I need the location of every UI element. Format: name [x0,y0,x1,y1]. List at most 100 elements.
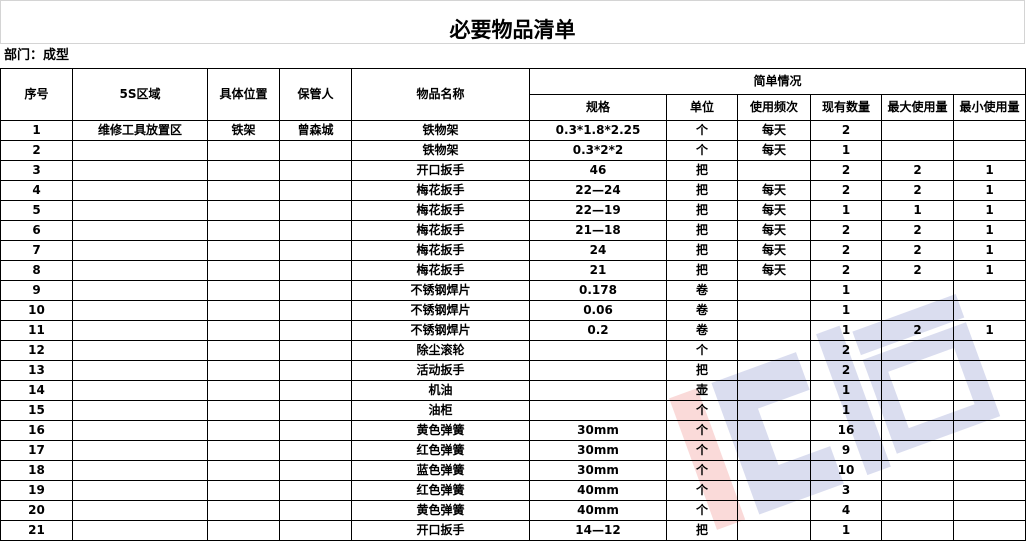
cell-index[interactable]: 11 [0,320,73,341]
cell-frequency[interactable] [737,160,811,181]
cell-frequency[interactable] [737,380,811,401]
cell-index[interactable]: 14 [0,380,73,401]
cell-keeper[interactable] [279,340,352,361]
cell-qty[interactable]: 2 [810,240,882,261]
cell-max[interactable]: 1 [881,200,954,221]
cell-index[interactable]: 12 [0,340,73,361]
cell-area[interactable] [72,140,208,161]
cell-index[interactable]: 8 [0,260,73,281]
cell-min[interactable] [953,520,1026,541]
cell-location[interactable] [207,280,280,301]
cell-name[interactable]: 活动扳手 [351,360,530,381]
cell-index[interactable]: 16 [0,420,73,441]
cell-location[interactable] [207,180,280,201]
cell-min[interactable] [953,400,1026,421]
cell-index[interactable]: 7 [0,240,73,261]
cell-spec[interactable]: 0.3*1.8*2.25 [529,120,667,141]
cell-max[interactable] [881,340,954,361]
cell-max[interactable] [881,120,954,141]
cell-unit[interactable]: 卷 [666,320,738,341]
cell-frequency[interactable] [737,460,811,481]
cell-min[interactable]: 1 [953,260,1026,281]
cell-min[interactable] [953,480,1026,501]
cell-frequency[interactable] [737,360,811,381]
cell-min[interactable] [953,440,1026,461]
cell-location[interactable] [207,520,280,541]
cell-area[interactable] [72,520,208,541]
cell-location[interactable] [207,200,280,221]
cell-max[interactable] [881,480,954,501]
cell-frequency[interactable] [737,440,811,461]
cell-location[interactable] [207,420,280,441]
cell-name[interactable]: 油柜 [351,400,530,421]
cell-max[interactable]: 2 [881,320,954,341]
cell-spec[interactable]: 0.3*2*2 [529,140,667,161]
cell-spec[interactable]: 24 [529,240,667,261]
cell-location[interactable] [207,340,280,361]
cell-unit[interactable]: 个 [666,120,738,141]
cell-index[interactable]: 5 [0,200,73,221]
cell-frequency[interactable] [737,500,811,521]
cell-min[interactable]: 1 [953,200,1026,221]
cell-frequency[interactable]: 每天 [737,120,811,141]
cell-max[interactable] [881,280,954,301]
cell-index[interactable]: 6 [0,220,73,241]
cell-frequency[interactable]: 每天 [737,240,811,261]
cell-frequency[interactable] [737,400,811,421]
cell-keeper[interactable] [279,380,352,401]
cell-spec[interactable] [529,380,667,401]
cell-frequency[interactable] [737,480,811,501]
cell-unit[interactable]: 个 [666,500,738,521]
cell-qty[interactable]: 4 [810,500,882,521]
cell-min[interactable] [953,340,1026,361]
cell-qty[interactable]: 2 [810,120,882,141]
cell-qty[interactable]: 1 [810,200,882,221]
cell-name[interactable]: 开口扳手 [351,160,530,181]
cell-keeper[interactable] [279,520,352,541]
cell-area[interactable] [72,460,208,481]
cell-area[interactable]: 维修工具放置区 [72,120,208,141]
cell-area[interactable] [72,420,208,441]
cell-spec[interactable]: 22—19 [529,200,667,221]
cell-index[interactable]: 20 [0,500,73,521]
cell-spec[interactable]: 46 [529,160,667,181]
cell-spec[interactable]: 0.178 [529,280,667,301]
cell-spec[interactable]: 40mm [529,500,667,521]
cell-keeper[interactable] [279,240,352,261]
cell-unit[interactable]: 个 [666,340,738,361]
cell-keeper[interactable] [279,320,352,341]
cell-location[interactable] [207,460,280,481]
cell-unit[interactable]: 壶 [666,380,738,401]
cell-index[interactable]: 1 [0,120,73,141]
cell-keeper[interactable] [279,180,352,201]
cell-qty[interactable]: 2 [810,360,882,381]
cell-spec[interactable]: 21—18 [529,220,667,241]
cell-unit[interactable]: 把 [666,260,738,281]
cell-index[interactable]: 19 [0,480,73,501]
cell-name[interactable]: 梅花扳手 [351,260,530,281]
cell-location[interactable] [207,400,280,421]
cell-qty[interactable]: 2 [810,260,882,281]
cell-max[interactable] [881,420,954,441]
cell-keeper[interactable]: 曾森城 [279,120,352,141]
cell-max[interactable] [881,300,954,321]
cell-index[interactable]: 21 [0,520,73,541]
cell-frequency[interactable]: 每天 [737,200,811,221]
cell-keeper[interactable] [279,500,352,521]
cell-min[interactable] [953,420,1026,441]
cell-area[interactable] [72,340,208,361]
cell-min[interactable] [953,460,1026,481]
cell-name[interactable]: 除尘滚轮 [351,340,530,361]
cell-spec[interactable]: 0.2 [529,320,667,341]
cell-name[interactable]: 梅花扳手 [351,220,530,241]
cell-location[interactable] [207,260,280,281]
cell-name[interactable]: 红色弹簧 [351,440,530,461]
cell-location[interactable] [207,480,280,501]
cell-max[interactable] [881,360,954,381]
cell-keeper[interactable] [279,200,352,221]
cell-index[interactable]: 9 [0,280,73,301]
cell-location[interactable] [207,440,280,461]
cell-frequency[interactable] [737,280,811,301]
cell-name[interactable]: 铁物架 [351,140,530,161]
cell-qty[interactable]: 1 [810,140,882,161]
